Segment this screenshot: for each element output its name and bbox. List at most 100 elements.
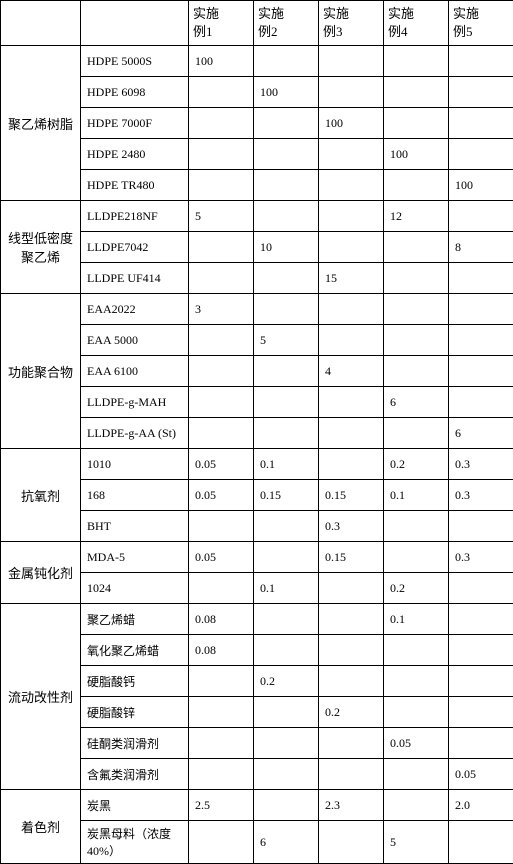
value-cell: 0.15 — [319, 542, 384, 573]
value-cell — [384, 790, 449, 821]
value-cell: 6 — [384, 387, 449, 418]
value-cell — [449, 387, 513, 418]
value-cell — [319, 728, 384, 759]
category-cell: 线型低密度聚乙烯 — [1, 201, 81, 294]
value-cell — [254, 511, 319, 542]
value-cell: 0.3 — [449, 542, 513, 573]
subitem-cell: LLDPE218NF — [81, 201, 189, 232]
value-cell — [449, 325, 513, 356]
value-cell — [449, 666, 513, 697]
spec-table: 实施例1实施例2实施例3实施例4实施例5聚乙烯树脂HDPE 5000S100HD… — [0, 0, 513, 864]
value-cell: 6 — [449, 418, 513, 449]
value-cell — [384, 666, 449, 697]
value-cell — [319, 449, 384, 480]
subitem-cell: 炭黑 — [81, 790, 189, 821]
value-cell: 6 — [254, 821, 319, 864]
value-cell — [319, 387, 384, 418]
value-cell — [319, 759, 384, 790]
value-cell — [189, 728, 254, 759]
value-cell — [254, 418, 319, 449]
category-cell: 功能聚合物 — [1, 294, 81, 449]
table-row: 线型低密度聚乙烯LLDPE218NF512 — [1, 201, 513, 232]
value-cell — [254, 542, 319, 573]
value-cell — [319, 418, 384, 449]
value-cell — [254, 759, 319, 790]
value-cell — [319, 325, 384, 356]
value-cell — [319, 666, 384, 697]
value-cell — [254, 790, 319, 821]
table-row: 着色剂炭黑2.52.32.0 — [1, 790, 513, 821]
value-cell — [384, 325, 449, 356]
value-cell — [384, 263, 449, 294]
value-cell: 3 — [189, 294, 254, 325]
value-cell: 5 — [189, 201, 254, 232]
category-cell: 着色剂 — [1, 790, 81, 864]
value-cell — [189, 325, 254, 356]
value-cell — [254, 108, 319, 139]
value-cell — [189, 263, 254, 294]
value-cell: 0.05 — [384, 728, 449, 759]
value-cell: 100 — [254, 77, 319, 108]
value-cell — [384, 759, 449, 790]
value-cell: 100 — [449, 170, 513, 201]
category-cell: 流动改性剂 — [1, 604, 81, 790]
value-cell: 0.05 — [189, 542, 254, 573]
value-cell: 5 — [384, 821, 449, 864]
subitem-cell: HDPE 6098 — [81, 77, 189, 108]
value-cell — [254, 728, 319, 759]
header-blank-1 — [1, 1, 81, 46]
value-cell — [254, 697, 319, 728]
value-cell — [319, 573, 384, 604]
value-cell — [449, 573, 513, 604]
value-cell: 0.2 — [319, 697, 384, 728]
value-cell: 0.2 — [384, 573, 449, 604]
value-cell: 100 — [189, 46, 254, 77]
value-cell — [449, 201, 513, 232]
value-cell — [384, 170, 449, 201]
value-cell — [449, 46, 513, 77]
subitem-cell: 1024 — [81, 573, 189, 604]
value-cell — [319, 201, 384, 232]
header-col-2: 实施例3 — [319, 1, 384, 46]
value-cell: 0.1 — [384, 604, 449, 635]
value-cell — [254, 139, 319, 170]
value-cell: 2.3 — [319, 790, 384, 821]
value-cell — [319, 635, 384, 666]
header-blank-2 — [81, 1, 189, 46]
value-cell — [319, 821, 384, 864]
value-cell — [189, 573, 254, 604]
value-cell — [189, 511, 254, 542]
subitem-cell: EAA 5000 — [81, 325, 189, 356]
category-cell: 聚乙烯树脂 — [1, 46, 81, 201]
value-cell: 0.08 — [189, 604, 254, 635]
value-cell — [254, 356, 319, 387]
value-cell: 5 — [254, 325, 319, 356]
value-cell — [189, 821, 254, 864]
value-cell: 100 — [384, 139, 449, 170]
value-cell — [449, 604, 513, 635]
value-cell — [254, 46, 319, 77]
value-cell: 10 — [254, 232, 319, 263]
value-cell — [189, 759, 254, 790]
value-cell — [449, 356, 513, 387]
value-cell: 0.3 — [449, 480, 513, 511]
subitem-cell: EAA 6100 — [81, 356, 189, 387]
value-cell — [189, 666, 254, 697]
value-cell — [319, 46, 384, 77]
subitem-cell: 168 — [81, 480, 189, 511]
value-cell: 0.05 — [449, 759, 513, 790]
value-cell — [189, 170, 254, 201]
value-cell — [189, 139, 254, 170]
value-cell — [449, 511, 513, 542]
header-col-0: 实施例1 — [189, 1, 254, 46]
value-cell: 0.05 — [189, 480, 254, 511]
value-cell: 0.1 — [254, 573, 319, 604]
value-cell — [319, 294, 384, 325]
value-cell: 0.2 — [384, 449, 449, 480]
subitem-cell: 1010 — [81, 449, 189, 480]
value-cell — [254, 635, 319, 666]
value-cell — [189, 387, 254, 418]
value-cell: 0.05 — [189, 449, 254, 480]
value-cell — [189, 356, 254, 387]
subitem-cell: HDPE 7000F — [81, 108, 189, 139]
